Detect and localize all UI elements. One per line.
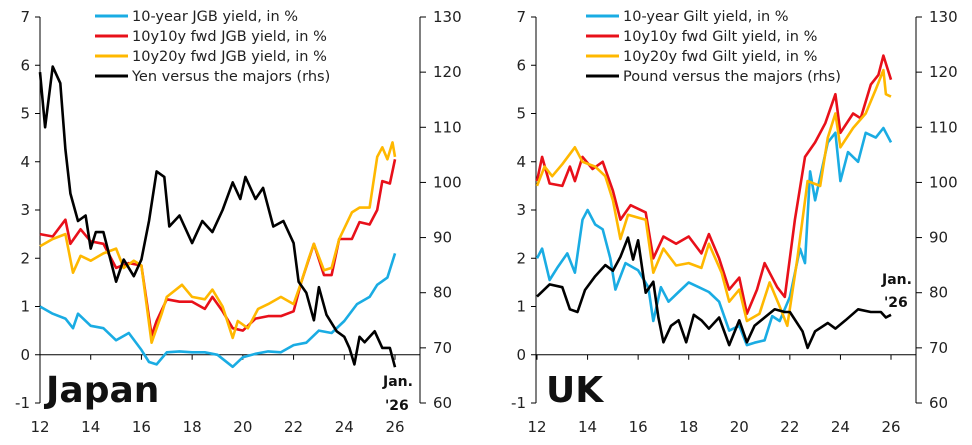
right-tick-label: 80: [433, 284, 452, 302]
right-tick-label: 60: [433, 394, 452, 412]
series-line-1: [535, 54, 893, 316]
x-tick-label: 26: [385, 418, 404, 436]
right-tick-label: 130: [929, 8, 958, 26]
x-tick-label: 24: [831, 418, 850, 436]
right-tick-label: 100: [929, 173, 958, 191]
legend-label: 10y10y fwd Gilt yield, in %: [623, 29, 817, 45]
right-tick-label: 130: [433, 8, 462, 26]
series-line-2: [535, 68, 892, 328]
x-tick-label: 24: [335, 418, 354, 436]
left-tick-label: -1: [15, 394, 30, 412]
legend-label: 10y10y fwd JGB yield, in %: [132, 29, 327, 45]
x-tick-label: 12: [527, 418, 546, 436]
left-tick-label: 5: [516, 105, 526, 123]
left-tick-label: 7: [516, 8, 526, 26]
legend-label: 10-year JGB yield, in %: [132, 9, 298, 25]
annotation-year: '26: [385, 398, 409, 414]
series-line-3: [536, 236, 892, 350]
right-tick-label: 110: [929, 118, 958, 136]
japan-chart-panel: Japan Jan. '26 -101234567607080901001101…: [15, 8, 462, 436]
series-line-3: [38, 65, 397, 368]
right-tick-label: 70: [433, 339, 452, 357]
annotation-jan: Jan.: [881, 272, 912, 288]
x-tick-label: 14: [578, 418, 597, 436]
right-tick-label: 90: [433, 229, 452, 247]
x-tick-label: 12: [30, 418, 49, 436]
left-tick-label: -1: [511, 394, 526, 412]
x-tick-label: 18: [183, 418, 202, 436]
right-tick-label: 100: [433, 173, 462, 191]
right-tick-label: 60: [929, 394, 948, 412]
left-tick-label: 7: [20, 8, 30, 26]
legend-label: 10y20y fwd Gilt yield, in %: [623, 49, 817, 65]
x-tick-label: 20: [730, 418, 749, 436]
left-tick-label: 1: [516, 298, 526, 316]
left-tick-label: 1: [20, 298, 30, 316]
legend-label: Pound versus the majors (rhs): [623, 69, 841, 85]
x-tick-label: 16: [629, 418, 648, 436]
right-tick-label: 120: [433, 63, 462, 81]
series-line-0: [535, 126, 893, 347]
x-tick-label: 20: [233, 418, 252, 436]
annotation-jan: Jan.: [382, 374, 413, 390]
x-tick-label: 14: [81, 418, 100, 436]
legend-label: 10-year Gilt yield, in %: [623, 9, 789, 25]
right-tick-label: 70: [929, 339, 948, 357]
left-tick-label: 2: [20, 249, 30, 267]
x-tick-label: 16: [132, 418, 151, 436]
legend-label: 10y20y fwd JGB yield, in %: [132, 49, 327, 65]
right-tick-label: 110: [433, 118, 462, 136]
left-tick-label: 0: [516, 346, 526, 364]
x-tick-label: 26: [881, 418, 900, 436]
left-tick-label: 2: [516, 249, 526, 267]
annotation-year: '26: [884, 295, 908, 311]
left-tick-label: 3: [20, 201, 30, 219]
chart-title-uk: UK: [546, 370, 604, 411]
left-tick-label: 6: [20, 56, 30, 74]
right-tick-label: 120: [929, 63, 958, 81]
left-tick-label: 4: [20, 153, 30, 171]
uk-chart-panel: UK Jan. '26 -101234567607080901001101201…: [511, 8, 958, 436]
x-tick-label: 22: [780, 418, 799, 436]
left-tick-label: 3: [516, 201, 526, 219]
left-tick-label: 0: [20, 346, 30, 364]
left-tick-label: 5: [20, 105, 30, 123]
left-tick-label: 4: [516, 153, 526, 171]
x-tick-label: 22: [284, 418, 303, 436]
legend-label: Yen versus the majors (rhs): [131, 69, 330, 85]
right-tick-label: 90: [929, 229, 948, 247]
right-tick-label: 80: [929, 284, 948, 302]
left-tick-label: 6: [516, 56, 526, 74]
series-line-2: [39, 141, 397, 345]
chart-title-japan: Japan: [43, 370, 159, 411]
series-line-0: [39, 253, 397, 369]
x-tick-label: 18: [679, 418, 698, 436]
series-line-1: [39, 159, 397, 337]
